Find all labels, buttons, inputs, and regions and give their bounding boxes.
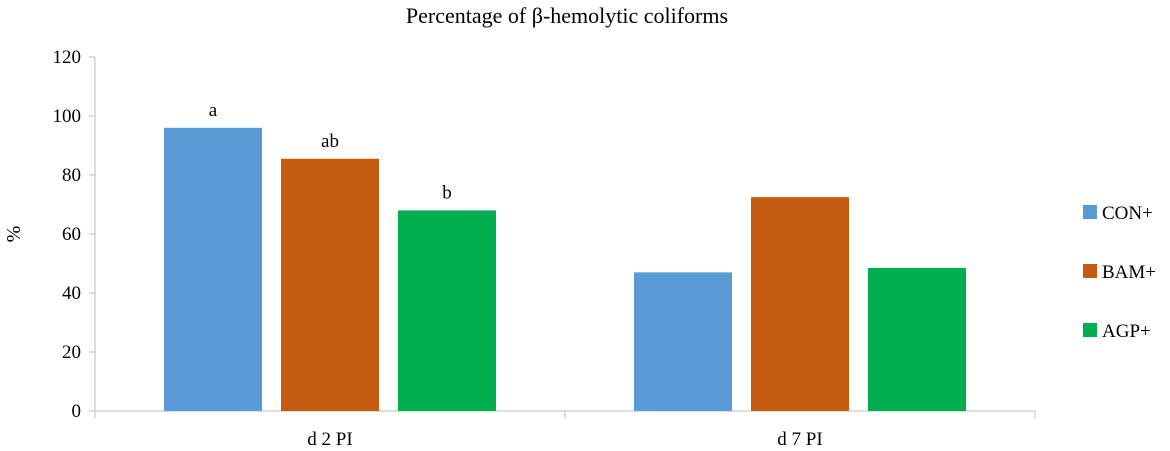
y-tick-label: 20 (62, 342, 81, 363)
bar-agp (398, 210, 496, 411)
significance-label: a (209, 100, 218, 121)
legend-swatch (1083, 323, 1097, 337)
y-tick-label: 120 (53, 47, 82, 68)
legend-label: AGP+ (1102, 321, 1151, 342)
y-tick-label: 100 (53, 106, 82, 127)
y-tick-label: 0 (72, 401, 82, 422)
legend: CON+ BAM+ AGP+ (1083, 203, 1156, 342)
bar-con (634, 272, 732, 411)
bar-bam (751, 197, 849, 411)
bars: a ab b (164, 100, 966, 412)
legend-swatch (1083, 205, 1097, 219)
legend-label: BAM+ (1102, 262, 1156, 283)
chart-title: Percentage of β-hemolytic coliforms (406, 3, 728, 28)
y-tick-label: 80 (62, 165, 81, 186)
y-tick-label: 40 (62, 283, 81, 304)
bar-con (164, 127, 262, 412)
y-tick-label: 60 (62, 224, 81, 245)
bar-bam (281, 158, 379, 411)
y-axis-label: % (3, 226, 25, 243)
significance-label: b (442, 182, 452, 203)
x-tick-label: d 7 PI (777, 429, 822, 450)
significance-label: ab (321, 131, 339, 152)
axes: 0 20 40 60 80 100 120 d 2 PI d 7 PI (53, 47, 1036, 450)
legend-swatch (1083, 264, 1097, 278)
x-tick-label: d 2 PI (307, 429, 352, 450)
bar-agp (868, 267, 966, 411)
legend-label: CON+ (1102, 203, 1153, 224)
